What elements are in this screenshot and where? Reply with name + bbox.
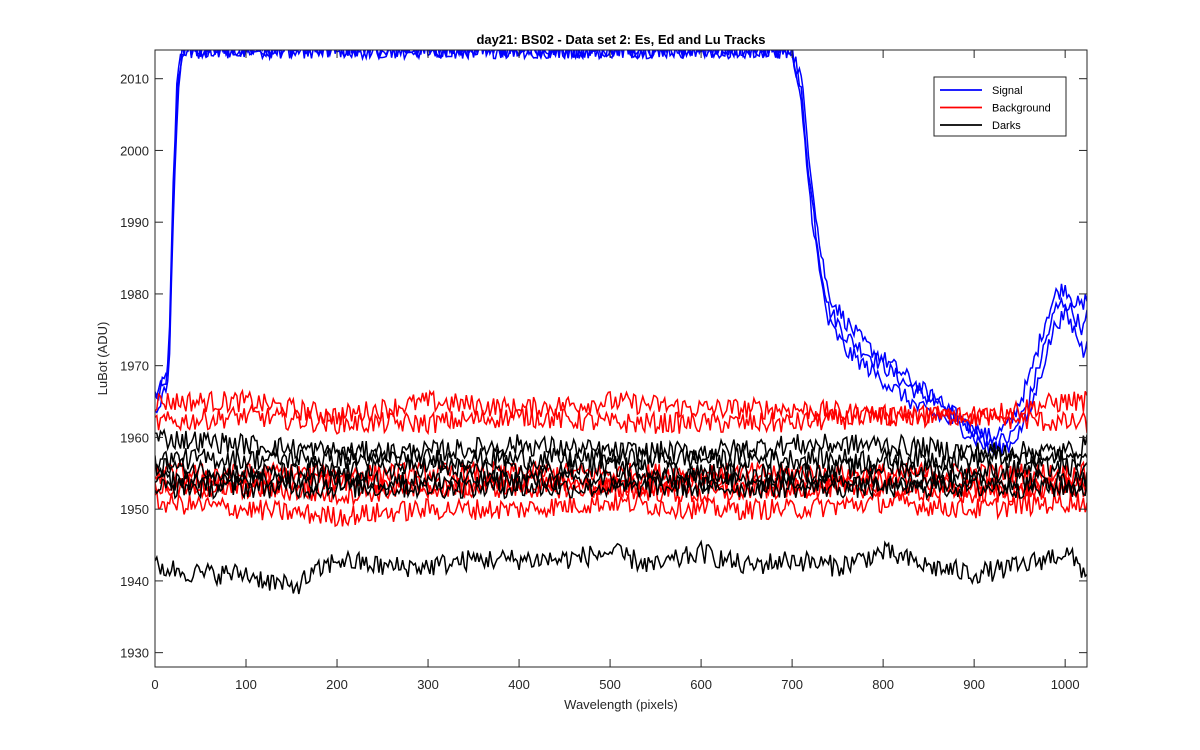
y-tick-label: 1990 [120,215,149,230]
y-axis-label: LuBot (ADU) [95,322,110,396]
legend-label-signal: Signal [992,85,1023,97]
x-tick-label: 0 [151,677,158,692]
series-line-darks-9 [155,427,1087,465]
series-line-darks-10 [155,446,1087,472]
x-tick-label: 700 [781,677,803,692]
y-tick-label: 1980 [120,287,149,302]
x-tick-label: 900 [963,677,985,692]
series-line-signal-1 [155,50,1087,453]
series-line-background-7 [155,488,1087,528]
series-line-darks-14 [155,539,1087,595]
legend-label-background: Background [992,103,1051,115]
series-line-darks-11 [155,453,1087,486]
y-tick-label: 1960 [120,430,149,445]
plot-lines [155,50,1087,595]
legend-label-darks: Darks [992,120,1021,132]
y-tick-label: 1950 [120,502,149,517]
legend: Signal Background Darks [933,76,1067,137]
x-tick-label: 300 [417,677,439,692]
y-tick-label: 1970 [120,359,149,374]
legend-box [933,76,1067,137]
series-line-darks-13 [155,474,1087,501]
plot-frame [154,49,1088,668]
x-tick-label: 100 [235,677,257,692]
y-tick-label: 1940 [120,574,149,589]
x-tick-label: 400 [508,677,530,692]
y-tick-label: 2010 [120,72,149,87]
x-axis: 0 100 200 300 400 500 600 700 800 900 1000 [151,50,1080,692]
y-tick-label: 2000 [120,143,149,158]
x-axis-label: Wavelength (pixels) [564,697,678,712]
x-tick-label: 600 [690,677,712,692]
series-line-background-4 [155,403,1087,436]
chart-title: day21: BS02 - Data set 2: Es, Ed and Lu … [476,32,765,47]
x-tick-label: 1000 [1051,677,1080,692]
y-axis: 1930 1940 1950 1960 1970 1980 1990 2000 2010 [120,72,1087,661]
x-tick-label: 800 [872,677,894,692]
x-tick-label: 500 [599,677,621,692]
y-tick-label: 1930 [120,646,149,661]
x-tick-label: 200 [326,677,348,692]
